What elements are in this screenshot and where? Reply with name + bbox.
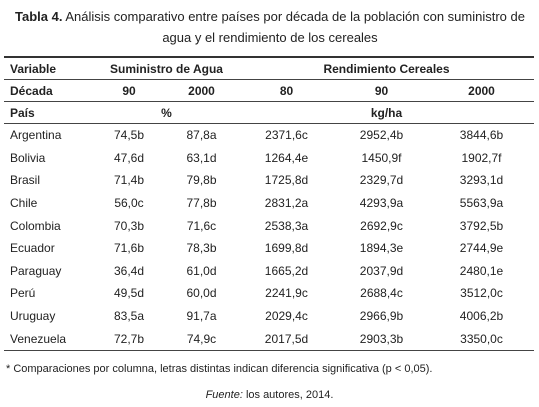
cell: 79,8b <box>186 173 217 188</box>
header-cell: 2000 <box>164 79 239 102</box>
header-cell: Rendimiento Cereales <box>239 56 534 80</box>
cell: Paraguay <box>10 263 62 278</box>
cell: 4006,2b <box>459 309 504 324</box>
cell: 49,5d <box>113 286 145 301</box>
cell: 78,3b <box>186 241 217 256</box>
cell: 1264,4e <box>264 150 309 165</box>
cell: Argentina <box>10 128 62 143</box>
data-row: Perú 49,5d 60,0d 2241,9c 2688,4c 3512,0c <box>4 282 534 305</box>
cell: 1665,2d <box>264 263 309 278</box>
cell: 74,9c <box>164 327 239 351</box>
cell: 5563,9a <box>459 196 504 211</box>
cell: 77,8b <box>186 196 217 211</box>
data-row: Argentina 74,5b 87,8a 2371,6c 2952,4b 3844,6b <box>4 124 534 147</box>
cell: Ecuador <box>10 241 55 256</box>
cell: 36,4d <box>113 263 145 278</box>
data-row: Bolivia 47,6d 63,1d 1264,4e 1450,9f 1902,7f <box>4 147 534 170</box>
table: Variable Suministro de Agua Rendimiento Ce… <box>4 56 534 351</box>
cell: 47,6d <box>113 150 145 165</box>
cell: 2831,2a <box>264 196 309 211</box>
cell: 2329,7d <box>359 173 404 188</box>
cell: 60,0d <box>186 286 217 301</box>
cell: 1725,8d <box>264 173 309 188</box>
cell: 70,3b <box>113 218 145 233</box>
cell: 2480,1e <box>459 263 504 278</box>
cell: 2692,9c <box>360 218 403 233</box>
cell: 3792,5b <box>459 218 504 233</box>
footnote: * Comparaciones por columna, letras dist… <box>6 363 433 375</box>
header-cell: % <box>94 101 239 124</box>
cell: 2744,9e <box>459 241 504 256</box>
cell: Uruguay <box>10 309 56 324</box>
cell: 3293,1d <box>459 173 504 188</box>
data-row: Brasil 71,4b 79,8b 1725,8d 2329,7d 3293,1d <box>4 169 534 192</box>
header-cell: Década <box>4 79 94 102</box>
header-cell: kg/ha <box>239 101 534 124</box>
cell: 71,6c <box>186 218 217 233</box>
cell: 2966,9b <box>359 309 404 324</box>
cell: 2029,4c <box>265 309 308 324</box>
cell: 3350,0c <box>429 327 534 351</box>
caption-label: Tabla 4. <box>15 9 63 24</box>
cell: 2017,5d <box>239 327 334 351</box>
cell: 71,4b <box>113 173 145 188</box>
cell: Colombia <box>10 218 61 233</box>
cell: 1894,3e <box>359 241 404 256</box>
cell: 2037,9d <box>359 263 404 278</box>
data-row: Venezuela 72,7b 74,9c 2017,5d 2903,3b 3350,0c <box>4 327 534 351</box>
cell: 61,0d <box>186 263 217 278</box>
cell: 74,5b <box>113 128 145 143</box>
header-cell: 2000 <box>429 79 534 102</box>
cell: 91,7a <box>186 309 217 324</box>
cell: 1699,8d <box>264 241 309 256</box>
cell: 2241,9c <box>265 286 308 301</box>
header-row: País% kg/ha <box>4 101 534 124</box>
source: Fuente: los autores, 2014. <box>0 389 539 401</box>
header-cell: País <box>4 101 94 124</box>
cell: 83,5a <box>113 309 145 324</box>
cell: 63,1d <box>186 150 217 165</box>
header-cell: Suministro de Agua <box>94 56 239 80</box>
header-row: Década 90 2000 80 90 2000 <box>4 79 534 102</box>
cell: Brasil <box>10 173 41 188</box>
cell: 1902,7f <box>461 150 502 165</box>
cell: 2538,3a <box>264 218 309 233</box>
cell: Venezuela <box>4 327 94 351</box>
caption-text: Análisis comparativo entre países por dé… <box>65 9 525 45</box>
data-row: Paraguay 36,4d 61,0d 1665,2d 2037,9d 2480,1e <box>4 260 534 283</box>
cell: 2952,4b <box>359 128 404 143</box>
cell: 71,6b <box>113 241 145 256</box>
data-row: Ecuador 71,6b 78,3b 1699,8d 1894,3e 2744,9e <box>4 237 534 260</box>
data-row: Colombia 70,3b 71,6c 2538,3a 2692,9c 3792,5b <box>4 214 534 237</box>
cell: 2688,4c <box>360 286 403 301</box>
cell: Chile <box>10 196 38 211</box>
cell: 2371,6c <box>265 128 308 143</box>
header-cell: 90 <box>334 79 429 102</box>
cell: 3844,6b <box>459 128 504 143</box>
cell: 87,8a <box>186 128 217 143</box>
header-cell: 90 <box>94 79 164 102</box>
cell: 72,7b <box>94 327 164 351</box>
header-cell: Variable <box>4 56 94 80</box>
data-row: Uruguay 83,5a 91,7a 2029,4c 2966,9b 4006,2b <box>4 305 534 328</box>
cell: Bolivia <box>10 150 46 165</box>
source-label: Fuente: <box>205 389 243 401</box>
data-row: Chile 56,0c 77,8b 2831,2a 4293,9a 5563,9a <box>4 192 534 215</box>
source-text: los autores, 2014. <box>242 389 334 401</box>
cell: 2903,3b <box>334 327 429 351</box>
cell: 56,0c <box>114 196 144 211</box>
header-row: Variable Suministro de Agua Rendimiento Ce… <box>4 56 534 80</box>
caption: Tabla 4. Análisis comparativo entre país… <box>6 6 534 48</box>
cell: 4293,9a <box>359 196 404 211</box>
cell: 3512,0c <box>460 286 503 301</box>
header-cell: 80 <box>239 79 334 102</box>
cell: Perú <box>10 286 36 301</box>
cell: 1450,9f <box>361 150 402 165</box>
